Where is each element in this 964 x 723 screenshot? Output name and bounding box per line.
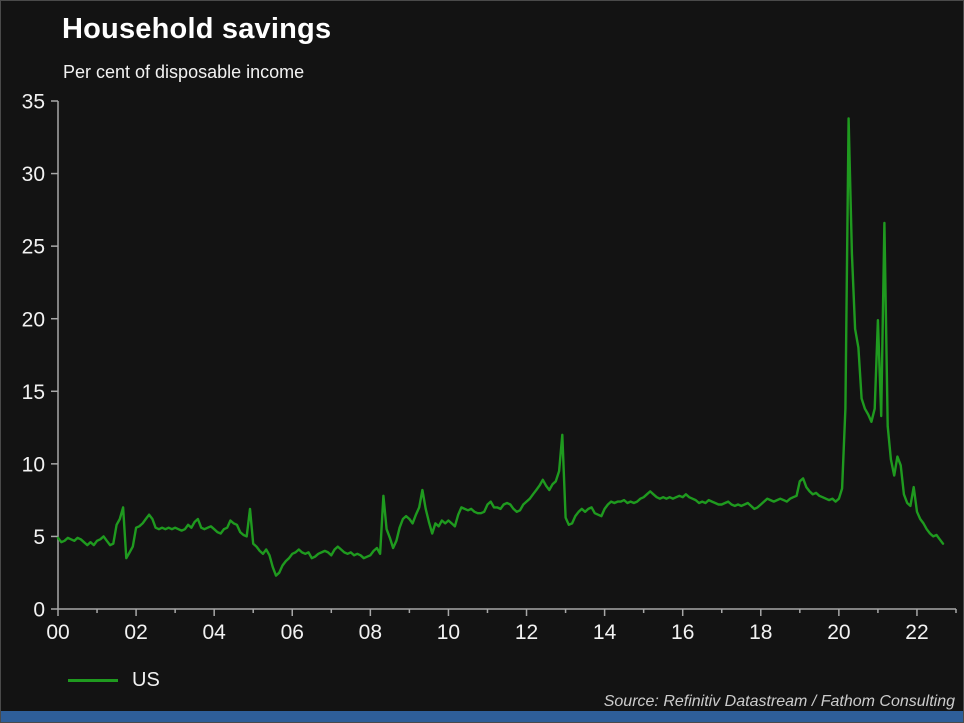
y-tick-label: 5	[33, 526, 45, 549]
source-text: Source: Refinitiv Datastream / Fathom Co…	[603, 693, 955, 710]
y-tick-label: 10	[22, 453, 45, 476]
series-line-us	[56, 117, 945, 577]
y-tick-label: 25	[22, 236, 45, 259]
y-tick-label: 15	[22, 381, 45, 404]
x-tick-label: 04	[202, 621, 226, 644]
x-tick-label: 00	[46, 621, 69, 644]
x-tick-label: 14	[593, 621, 617, 644]
x-tick-label: 02	[124, 621, 147, 644]
x-tick-label: 06	[281, 621, 304, 644]
x-tick-label: 10	[437, 621, 460, 644]
footer-bar	[1, 711, 963, 722]
x-tick-label: 22	[905, 621, 928, 644]
x-tick-label: 12	[515, 621, 538, 644]
tick-labels: 0 5 10 15 20 25 30 35 00 02 04 06 08 10 12 14 16 18 20 22	[22, 91, 929, 644]
legend: US	[68, 669, 160, 692]
y-tick-label: 0	[33, 599, 45, 622]
legend-label: US	[132, 669, 160, 691]
y-tick-label: 20	[22, 308, 45, 331]
legend-line-swatch	[68, 679, 118, 682]
axes	[51, 100, 957, 616]
x-tick-label: 20	[827, 621, 850, 644]
y-tick-label: 35	[22, 91, 45, 114]
x-tick-label: 16	[671, 621, 694, 644]
x-tick-label: 08	[359, 621, 382, 644]
chart-subtitle: Per cent of disposable income	[63, 62, 305, 82]
x-tick-label: 18	[749, 621, 772, 644]
chart-title: Household savings	[62, 13, 332, 45]
y-tick-label: 30	[22, 163, 45, 186]
